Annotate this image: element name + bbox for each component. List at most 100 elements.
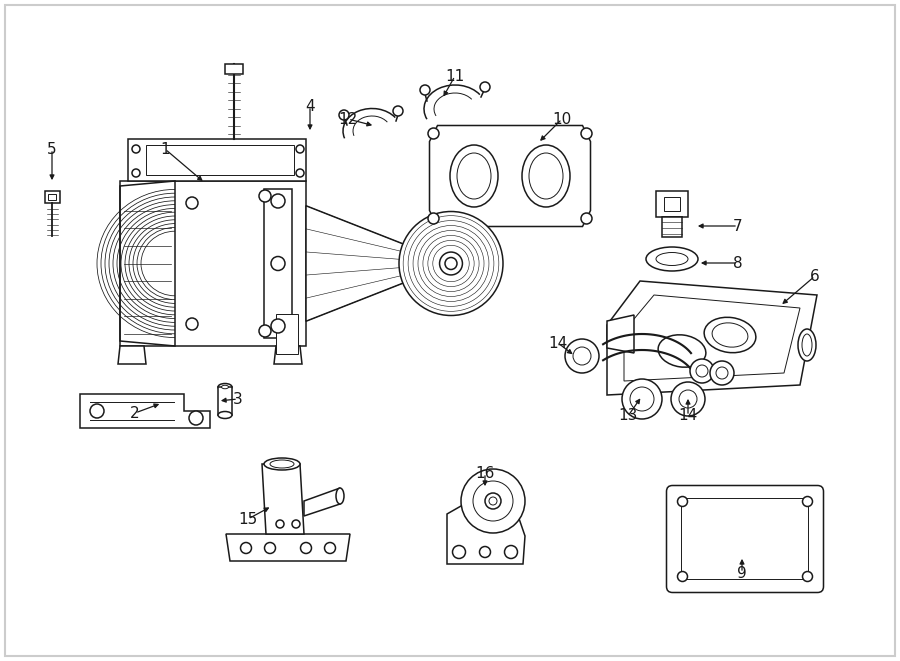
Polygon shape [44,191,59,203]
Circle shape [622,379,662,419]
Text: 14: 14 [679,408,698,424]
Text: 15: 15 [238,512,257,527]
Text: 12: 12 [338,112,357,126]
Circle shape [696,365,708,377]
Polygon shape [218,387,232,415]
Circle shape [339,110,349,120]
Circle shape [399,212,503,315]
Circle shape [803,572,813,582]
Text: 9: 9 [737,566,747,580]
Ellipse shape [529,153,563,199]
Ellipse shape [646,247,698,271]
Circle shape [420,85,430,95]
Circle shape [428,213,439,224]
Text: 4: 4 [305,98,315,114]
Ellipse shape [704,317,756,353]
Circle shape [296,169,304,177]
Circle shape [271,319,285,333]
Polygon shape [664,197,680,211]
FancyBboxPatch shape [5,5,895,656]
Text: 11: 11 [446,69,464,83]
Polygon shape [656,191,688,217]
Circle shape [461,469,525,533]
Ellipse shape [218,383,232,391]
Text: 3: 3 [233,391,243,407]
Circle shape [716,367,728,379]
Ellipse shape [218,412,232,418]
Circle shape [186,197,198,209]
Polygon shape [306,206,411,321]
Polygon shape [607,281,817,395]
Circle shape [480,547,491,557]
Circle shape [259,190,271,202]
Circle shape [132,145,140,153]
Text: 1: 1 [160,141,170,157]
Ellipse shape [712,323,748,347]
Ellipse shape [802,334,812,356]
Ellipse shape [658,335,706,368]
Circle shape [292,520,300,528]
Polygon shape [146,145,294,175]
Circle shape [428,128,439,139]
Polygon shape [447,498,525,564]
Polygon shape [264,189,292,338]
Text: 2: 2 [130,405,140,420]
Circle shape [271,194,285,208]
Circle shape [710,361,734,385]
Circle shape [678,496,688,506]
Circle shape [803,496,813,506]
Text: 10: 10 [553,112,572,126]
Circle shape [679,390,697,408]
Ellipse shape [656,253,688,266]
Circle shape [186,318,198,330]
Circle shape [296,145,304,153]
Polygon shape [429,126,590,227]
Polygon shape [128,139,306,181]
Ellipse shape [221,385,229,389]
Circle shape [189,411,203,425]
Polygon shape [262,464,304,534]
FancyBboxPatch shape [681,498,808,580]
Circle shape [630,387,654,411]
FancyBboxPatch shape [667,485,824,592]
Circle shape [445,258,457,270]
Polygon shape [225,64,243,74]
Circle shape [473,481,513,521]
Circle shape [573,347,591,365]
Text: 6: 6 [810,268,820,284]
Circle shape [480,82,490,92]
Polygon shape [226,534,350,561]
Text: 16: 16 [475,465,495,481]
Circle shape [259,325,271,337]
Text: 14: 14 [548,336,568,350]
Circle shape [671,382,705,416]
Circle shape [132,169,140,177]
Circle shape [489,497,497,505]
Circle shape [90,404,104,418]
Circle shape [581,213,592,224]
Text: 8: 8 [734,256,742,270]
Circle shape [453,545,465,559]
Polygon shape [607,315,634,353]
Circle shape [393,106,403,116]
Polygon shape [274,346,302,364]
Circle shape [439,252,463,275]
Circle shape [271,256,285,270]
Ellipse shape [457,153,491,199]
Circle shape [565,339,599,373]
Circle shape [265,543,275,553]
Polygon shape [118,346,146,364]
Polygon shape [48,194,56,200]
Polygon shape [120,181,306,346]
Ellipse shape [264,458,300,470]
Circle shape [505,545,518,559]
Text: 7: 7 [734,219,742,233]
Circle shape [485,493,501,509]
Circle shape [301,543,311,553]
Circle shape [581,128,592,139]
Circle shape [690,359,714,383]
Polygon shape [276,314,298,354]
Polygon shape [80,394,210,428]
Text: 5: 5 [47,141,57,157]
Ellipse shape [798,329,816,361]
